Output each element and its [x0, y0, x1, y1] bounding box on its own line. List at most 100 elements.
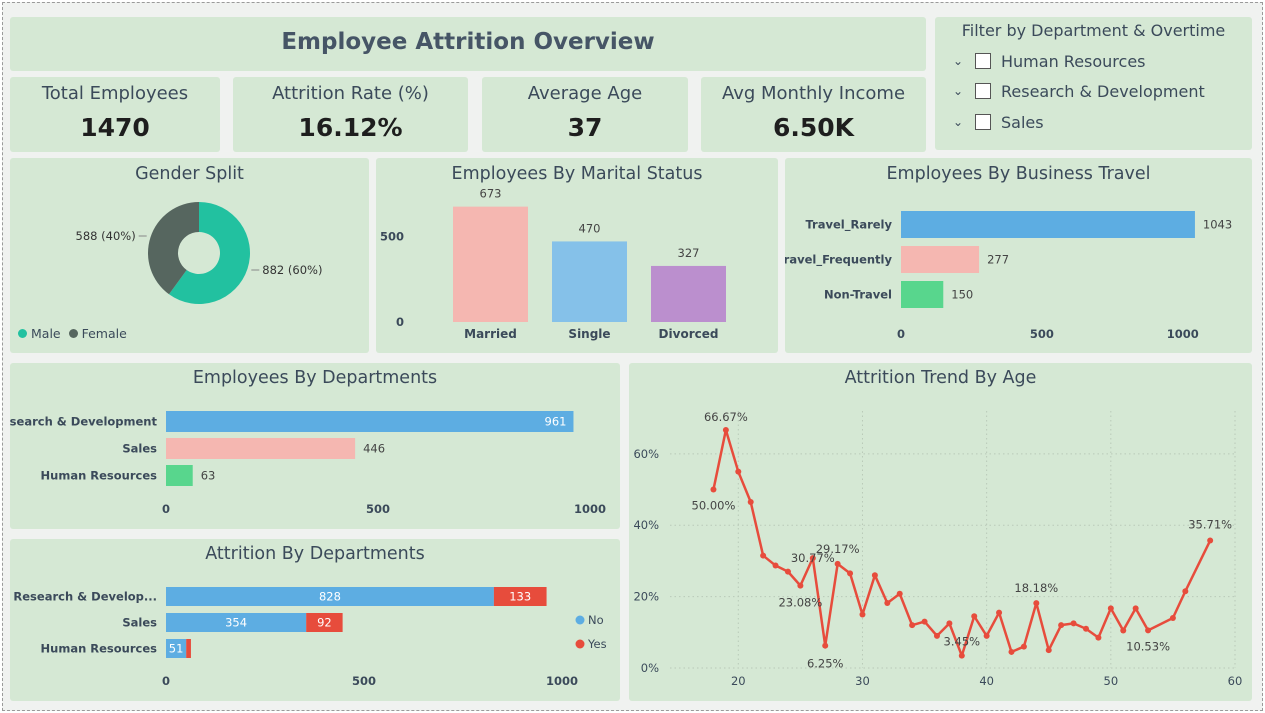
data-label: 29.17%: [816, 542, 860, 556]
chevron-down-icon[interactable]: ⌄: [953, 84, 964, 98]
filter-item-research-development[interactable]: ⌄ Research & Development: [953, 81, 1205, 101]
pie-slice-female: [147, 202, 199, 295]
data-point: [1058, 622, 1065, 629]
marital-status-card: Employees By Marital Status 0 500 673 Marri…: [376, 158, 778, 353]
bar-data-label: 673: [480, 187, 502, 201]
data-label: 18.18%: [1014, 581, 1058, 595]
legend-label-no: No: [588, 613, 604, 627]
kpi-value: 37: [567, 113, 603, 142]
y-tick-label: Research & Develop...: [13, 590, 157, 604]
filter-item-label: Human Resources: [1001, 51, 1146, 71]
y-tick-label: 0%: [641, 661, 659, 675]
age-trend-card: Attrition Trend By Age 0% 20% 40% 60% 20 30 40…: [629, 363, 1252, 701]
bar-data-label: 133: [509, 590, 531, 604]
chart-title: Gender Split: [135, 164, 244, 184]
data-point: [797, 582, 804, 589]
data-label: 30.77%: [791, 551, 835, 565]
gender-split-card: Gender Split 882 (60%) 588 (40%) Male Fem…: [10, 158, 369, 353]
chart-title: Employees By Business Travel: [886, 164, 1151, 184]
data-point: [1207, 537, 1214, 544]
data-point: [1082, 625, 1089, 632]
data-point: [747, 499, 754, 506]
data-point: [933, 632, 940, 639]
gender-donut-chart: 882 (60%) 588 (40%): [76, 202, 322, 304]
data-point: [958, 652, 965, 659]
data-label: 10.53%: [1126, 639, 1170, 653]
data-point: [1107, 605, 1114, 612]
pie-data-label: 588 (40%): [76, 229, 136, 243]
series-line: [712, 428, 1212, 657]
kpi-attrition-rate[interactable]: Attrition Rate (%) 16.12%: [233, 77, 468, 152]
y-tick-label: Travel_Rarely: [805, 218, 892, 233]
data-point: [847, 570, 854, 577]
bar: [651, 265, 726, 322]
x-tick-label: 500: [366, 502, 390, 516]
data-point: [946, 620, 953, 627]
data-label: 3.45%: [944, 635, 981, 649]
bar-data-label: 150: [951, 288, 973, 302]
data-point: [1120, 627, 1127, 634]
data-label: 6.25%: [807, 657, 844, 671]
data-point: [784, 568, 791, 575]
y-tick-label: 60%: [633, 447, 659, 461]
chart-title: Employees By Marital Status: [451, 164, 703, 184]
filter-item-human-resources[interactable]: ⌄ Human Resources: [953, 51, 1146, 71]
chart-title: Employees By Departments: [192, 368, 438, 388]
data-point: [896, 590, 903, 597]
checkbox[interactable]: [975, 114, 991, 130]
business-travel-card: Employees By Business Travel Travel_Rare…: [785, 158, 1252, 353]
x-tick-label: 50: [1104, 674, 1119, 688]
data-point: [809, 555, 816, 562]
chevron-down-icon[interactable]: ⌄: [953, 115, 964, 129]
chart-title: Attrition By Departments: [205, 544, 425, 564]
chevron-down-icon[interactable]: ⌄: [953, 54, 964, 68]
x-tick-label: 500: [352, 674, 376, 688]
y-tick-label: 40%: [633, 518, 659, 532]
kpi-average-age[interactable]: Average Age 37: [482, 77, 688, 152]
data-point: [772, 562, 779, 569]
bar-data-label: 354: [225, 616, 247, 630]
attrition-stacked-bar-chart: Research & Develop... 828 133 Sales 354 92 Hum…: [13, 587, 607, 688]
legend-label-male: Male: [31, 326, 61, 341]
bar-data-label: 63: [201, 469, 216, 483]
data-point: [1169, 615, 1176, 622]
data-point: [1145, 627, 1152, 634]
departments-bar-chart: Research & Development 961 Sales 446 Human R…: [10, 411, 606, 516]
kpi-value: 16.12%: [298, 113, 403, 142]
data-point: [996, 609, 1003, 616]
filter-item-label: Research & Development: [1001, 81, 1205, 101]
y-tick-label: 500: [380, 229, 404, 243]
marital-bar-chart: 0 500 673 Married 470 Single 327 Divorced: [380, 187, 726, 341]
filter-item-label: Sales: [1001, 112, 1044, 132]
gender-legend: Male Female: [18, 326, 127, 341]
data-point: [871, 572, 878, 579]
x-tick-label: 1000: [1167, 327, 1199, 341]
legend-swatch: [18, 329, 27, 338]
x-tick-label: 500: [1030, 327, 1054, 341]
kpi-label: Attrition Rate (%): [272, 83, 429, 104]
bar-data-label: 470: [579, 221, 601, 235]
data-point: [1095, 634, 1102, 641]
filter-title: Filter by Department & Overtime: [961, 21, 1226, 40]
data-point: [983, 632, 990, 639]
data-point: [884, 600, 891, 607]
filter-item-sales[interactable]: ⌄ Sales: [953, 112, 1044, 132]
kpi-avg-monthly-income[interactable]: Avg Monthly Income 6.50K: [701, 77, 926, 152]
legend-label-female: Female: [81, 326, 127, 341]
x-tick-label: 0: [897, 327, 905, 341]
bar: [901, 211, 1195, 238]
chart-title: Attrition Trend By Age: [844, 368, 1037, 388]
kpi-total-employees[interactable]: Total Employees 1470: [10, 77, 220, 152]
kpi-label: Average Age: [527, 83, 643, 104]
legend-swatch: [575, 615, 585, 625]
checkbox[interactable]: [975, 53, 991, 69]
checkbox[interactable]: [975, 83, 991, 99]
data-label: 66.67%: [704, 410, 748, 424]
x-tick-label: Married: [464, 327, 517, 341]
data-point: [1045, 647, 1052, 654]
kpi-label: Total Employees: [41, 83, 189, 104]
bar-segment-yes: [186, 639, 191, 658]
legend-swatch: [575, 639, 585, 649]
y-tick-label: Research & Development: [10, 415, 157, 429]
x-tick-label: 20: [731, 674, 746, 688]
